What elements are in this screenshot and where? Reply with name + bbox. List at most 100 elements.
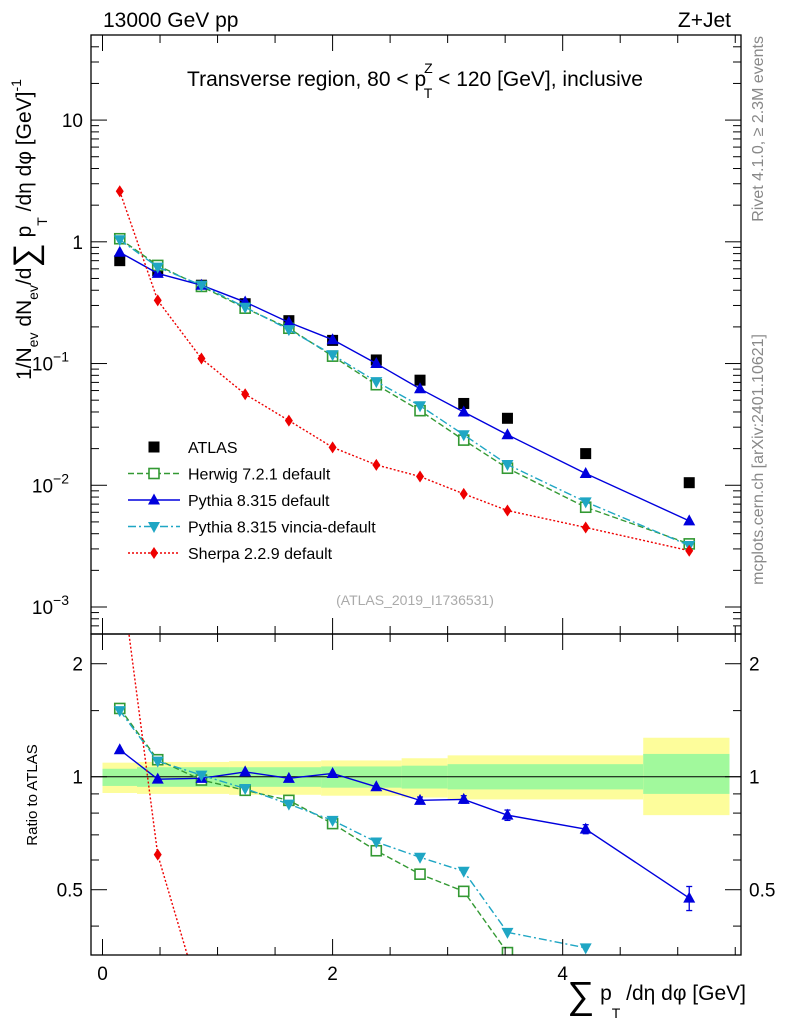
xtick-label: 4 [557, 964, 568, 985]
ratio-ytick-label: 1 [72, 768, 83, 789]
main-point-4-4 [284, 414, 293, 427]
ratio-series-line-1 [119, 749, 690, 899]
ratio-point-1-7 [414, 793, 427, 805]
main-point-2-9 [501, 428, 514, 440]
ratio-band-inner-6 [643, 753, 730, 794]
ratio-ytick-label-right: 0.5 [749, 881, 775, 902]
xtick-label: 2 [327, 964, 338, 985]
main-point-0-9 [501, 412, 513, 424]
ratio-point-1-4 [282, 771, 295, 783]
ratio-point-1-9 [501, 808, 514, 820]
ratio-point-0-9 [501, 946, 514, 955]
ratio-series-line-0 [119, 708, 513, 955]
xtick-label: 0 [97, 964, 108, 985]
main-point-2-8 [457, 405, 470, 417]
ratio-point-2-2 [195, 770, 208, 782]
main-point-2-4 [282, 315, 295, 327]
main-series-line-3 [119, 239, 690, 547]
ratio-point-1-0 [113, 743, 126, 755]
ratio-point-1-3 [239, 765, 252, 777]
ratio-ytick-label: 0.5 [57, 881, 83, 902]
main-point-3-9 [501, 460, 514, 472]
ratio-point-1-1 [151, 772, 164, 784]
ratio-point-2-1 [151, 756, 164, 768]
main-series-layer [113, 185, 696, 557]
main-point-2-7 [414, 382, 427, 394]
main-point-4-7 [416, 470, 425, 483]
ratio-point-0-8 [457, 885, 470, 898]
main-ytick-label: 10 [62, 111, 83, 132]
ratio-point-2-6 [370, 837, 383, 849]
ratio-point-1-5 [326, 766, 339, 778]
legend-marker-0 [148, 441, 160, 453]
legend-marker-3 [148, 522, 160, 533]
main-point-4-10 [581, 521, 590, 534]
main-point-4-0 [115, 185, 124, 198]
ratio-point-2-8 [457, 866, 470, 878]
ratio-ytick-label: 2 [72, 655, 83, 676]
ratio-point-1-11 [683, 891, 696, 903]
main-point-2-10 [579, 466, 592, 478]
main-point-4-5 [328, 441, 337, 454]
main-y-axis-label: 1/Nev dNev/d∑ pT /dη dφ [GeV]-1 [7, 79, 50, 380]
ratio-series-layer [113, 634, 696, 955]
main-point-3-6 [370, 377, 383, 389]
main-point-3-1 [151, 262, 164, 274]
ratio-point-2-3 [239, 784, 252, 796]
ratio-point-2-4 [282, 799, 295, 811]
header-left: 13000 GeV pp [103, 9, 238, 32]
ratio-point-1-10 [579, 822, 592, 834]
main-point-2-5 [326, 333, 339, 345]
main-point-0-11 [683, 477, 695, 489]
main-point-3-5 [326, 350, 339, 362]
legend-label-1: Herwig 7.2.1 default [188, 467, 331, 484]
ratio-point-2-10 [579, 943, 592, 955]
ratio-point-2-7 [414, 852, 427, 864]
main-point-0-0 [114, 255, 126, 267]
ratio-point-2-9 [501, 927, 514, 939]
mcplots-credit: mcplots.cern.ch [arXiv:2401.10621] [750, 334, 767, 585]
main-point-0-8 [458, 397, 470, 409]
ratio-point-1-8 [457, 792, 470, 804]
main-point-4-1 [153, 294, 162, 307]
main-title: Transverse region, 80 < pZ T < 120 [GeV],… [187, 60, 643, 101]
main-point-2-11 [683, 514, 696, 526]
main-point-3-10 [579, 497, 592, 509]
ratio-y-axis-label: Ratio to ATLAS [24, 744, 41, 845]
watermark: (ATLAS_2019_I1736531) [336, 592, 494, 608]
ratio-series-line-2 [119, 710, 586, 949]
main-point-3-7 [414, 401, 427, 413]
main-point-3-0 [113, 235, 126, 247]
main-point-3-8 [457, 430, 470, 442]
legend-label-0: ATLAS [188, 440, 238, 457]
ratio-point-3-1 [153, 848, 162, 861]
main-point-2-0 [113, 245, 126, 257]
main-panel: 10 1 10−1 10−2 10−3 Transverse region, 80 < … [7, 34, 742, 635]
legend-marker-4 [150, 547, 158, 559]
ratio-point-0-7 [414, 868, 426, 880]
main-series-line-2 [119, 251, 690, 522]
main-ytick-label: 10−2 [32, 470, 69, 497]
main-point-4-11 [685, 544, 694, 557]
header-right: Z+Jet [678, 9, 731, 32]
legend-marker-2 [148, 493, 160, 505]
main-point-4-6 [372, 458, 381, 471]
main-ytick-label: 10−1 [32, 349, 69, 376]
main-point-4-2 [197, 352, 206, 365]
ratio-panel: 2 2 1 1 0.5 0.5 0 2 4 Ratio to ATLAS ∑ pT /dη dφ… [24, 633, 775, 1021]
legend-label-2: Pythia 8.315 default [188, 493, 330, 510]
main-point-2-6 [370, 357, 383, 369]
ratio-point-1-6 [370, 780, 383, 792]
main-point-3-4 [282, 325, 295, 337]
main-point-4-3 [241, 388, 250, 401]
rivet-version: Rivet 4.1.0, ≥ 2.3M events [750, 36, 767, 222]
main-series-line-4 [119, 191, 690, 552]
ratio-point-2-0 [113, 706, 126, 718]
ratio-frame [90, 633, 742, 956]
ratio-tick-layer: 2 2 1 1 0.5 0.5 0 2 4 [57, 634, 775, 985]
ratio-ytick-label-right: 2 [749, 655, 760, 676]
main-tick-layer: 10 1 10−1 10−2 10−3 [32, 34, 741, 635]
ratio-band-inner-0 [102, 768, 138, 786]
main-frame [90, 34, 742, 635]
